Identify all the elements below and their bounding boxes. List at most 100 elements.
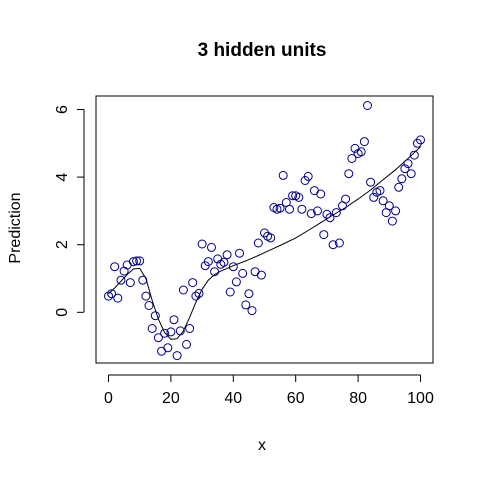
- data-point-37: [219, 257, 229, 267]
- data-point-10: [135, 256, 145, 266]
- data-point-96: [403, 159, 413, 169]
- data-point-28: [191, 291, 201, 301]
- data-point-73: [331, 208, 341, 218]
- data-point-78: [347, 154, 357, 163]
- data-point-91: [387, 216, 397, 226]
- data-point-67: [313, 206, 322, 216]
- data-point-40: [228, 262, 238, 272]
- x-tick-label-0: 0: [104, 390, 113, 407]
- y-tick-label-1: 2: [54, 240, 71, 249]
- data-point-21: [169, 315, 179, 325]
- data-point-22: [172, 351, 182, 361]
- data-point-3: [113, 293, 123, 303]
- data-point-84: [366, 177, 376, 187]
- data-point-74: [334, 238, 344, 248]
- data-point-14: [147, 324, 157, 333]
- data-point-4: [116, 275, 126, 285]
- data-point-6: [122, 260, 132, 270]
- fit-line: [108, 146, 421, 340]
- data-point-23: [175, 326, 185, 336]
- data-point-85: [369, 192, 379, 202]
- x-tick-label-5: 100: [407, 390, 434, 407]
- data-point-59: [288, 191, 298, 201]
- data-point-58: [285, 204, 294, 214]
- data-point-68: [316, 189, 326, 199]
- data-point-69: [319, 230, 329, 240]
- data-point-82: [359, 137, 369, 147]
- x-axis-label: x: [258, 437, 266, 454]
- data-point-30: [197, 239, 207, 249]
- data-point-9: [132, 256, 142, 266]
- data-point-26: [185, 324, 195, 333]
- y-axis-label: Prediction: [7, 192, 24, 263]
- data-point-7: [125, 278, 135, 288]
- data-point-97: [406, 169, 416, 179]
- fit-line-layer: [108, 146, 421, 340]
- data-point-48: [253, 238, 263, 248]
- data-point-71: [325, 213, 335, 223]
- data-point-29: [194, 288, 204, 298]
- x-axis: 0 20 40 60 80 100: [104, 374, 434, 407]
- data-point-2: [110, 262, 120, 272]
- data-point-45: [244, 289, 254, 299]
- plot-frame: [95, 95, 434, 364]
- data-point-20: [166, 327, 176, 337]
- data-point-70: [322, 209, 332, 219]
- data-point-98: [409, 150, 419, 160]
- data-point-56: [278, 170, 288, 180]
- data-point-76: [341, 194, 351, 204]
- data-point-15: [150, 311, 160, 321]
- data-point-83: [363, 101, 372, 110]
- data-point-90: [384, 201, 394, 211]
- data-point-5: [119, 266, 129, 276]
- data-point-16: [153, 333, 163, 343]
- data-point-87: [375, 186, 385, 196]
- data-point-61: [294, 192, 304, 202]
- data-point-13: [144, 301, 154, 310]
- data-point-1: [107, 289, 117, 299]
- data-point-44: [241, 300, 251, 310]
- x-tick-label-1: 20: [162, 390, 180, 407]
- data-point-0: [104, 291, 113, 301]
- data-point-46: [247, 306, 257, 316]
- data-point-62: [297, 204, 307, 214]
- data-point-92: [391, 206, 401, 216]
- chart-title: 3 hidden units: [198, 40, 327, 61]
- data-point-32: [203, 257, 213, 267]
- data-point-72: [328, 240, 338, 250]
- data-point-39: [225, 287, 235, 297]
- data-point-8: [128, 257, 138, 267]
- data-point-81: [356, 147, 366, 157]
- data-point-88: [378, 196, 388, 206]
- data-point-99: [412, 138, 422, 148]
- data-point-25: [182, 339, 191, 349]
- data-point-12: [141, 291, 151, 301]
- data-point-43: [238, 268, 248, 278]
- x-tick-label-4: 80: [349, 390, 367, 407]
- y-tick-label-0: 0: [54, 308, 71, 317]
- data-point-19: [163, 343, 173, 353]
- data-point-27: [188, 278, 198, 288]
- data-point-94: [397, 174, 407, 184]
- data-point-93: [394, 182, 404, 192]
- data-point-95: [400, 164, 410, 174]
- data-point-18: [160, 328, 170, 338]
- data-point-38: [222, 250, 232, 260]
- data-point-50: [260, 228, 269, 238]
- data-point-34: [210, 267, 220, 277]
- data-point-64: [303, 171, 313, 181]
- x-tick-label-3: 60: [287, 390, 305, 407]
- y-tick-label-2: 4: [54, 173, 71, 182]
- data-point-52: [266, 233, 276, 243]
- data-point-11: [138, 275, 148, 285]
- data-point-41: [231, 277, 241, 287]
- data-point-55: [275, 203, 285, 213]
- data-point-100: [416, 135, 425, 145]
- data-point-65: [306, 209, 316, 219]
- data-point-33: [207, 242, 216, 252]
- points-layer: [104, 101, 425, 361]
- x-tick-label-2: 40: [224, 390, 242, 407]
- data-point-77: [344, 169, 354, 179]
- y-axis: 0 2 4 6: [54, 105, 85, 317]
